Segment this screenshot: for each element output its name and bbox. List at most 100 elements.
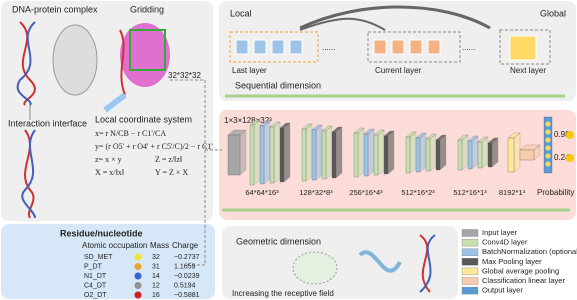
layer-side (378, 130, 384, 175)
charge: −0.2737 (174, 254, 200, 261)
layer-label: Last layer (232, 66, 267, 75)
legend-label: Max Pooling layer (482, 257, 542, 266)
receptive-field (293, 252, 337, 284)
legend-swatch (462, 268, 478, 275)
legend-swatch (462, 258, 478, 265)
equation: y= (r O5' + r O4' + r C5'/C)/2 − r C1' (95, 142, 213, 151)
layer-side (388, 131, 394, 174)
layer (508, 138, 514, 172)
legend-label: Global average pooling (482, 266, 559, 275)
cube (254, 40, 266, 54)
layer-side (430, 134, 436, 171)
layer (488, 143, 492, 167)
column-header: Charge (172, 241, 199, 250)
atom-ball (135, 254, 142, 261)
atom-name: O2_DT (84, 292, 107, 299)
layer-shape: 64*64*16³ (245, 188, 279, 197)
legend-swatch (462, 230, 478, 237)
layer-side (336, 127, 342, 178)
charge: −0.5881 (174, 292, 200, 299)
global-label: Global (540, 8, 566, 18)
layer-side (284, 123, 290, 182)
smiley (566, 154, 574, 162)
layer-side (358, 128, 364, 177)
output-node (546, 130, 551, 135)
layer (332, 132, 336, 178)
layer-side (410, 132, 416, 173)
layer (364, 134, 368, 176)
table-title: Residue/nucleotide (60, 228, 143, 238)
local-label: Local (230, 8, 252, 18)
layer (416, 138, 420, 172)
output-node (546, 138, 551, 143)
layer (406, 137, 410, 173)
layer (280, 128, 284, 182)
layer-side (326, 126, 332, 179)
layer-side (440, 135, 446, 170)
legend-label: Input layer (482, 228, 518, 237)
layer-side (274, 122, 280, 183)
layer-side (462, 135, 468, 170)
legend-label: Output layer (482, 286, 523, 295)
geometric-caption: Increasing the receptive field (232, 289, 334, 298)
layer (354, 133, 358, 177)
cube (272, 40, 284, 54)
layer-side (472, 136, 478, 169)
layer (322, 131, 326, 179)
atom-ball (135, 273, 142, 280)
legend-label: BatchNormalization (optional (482, 247, 577, 256)
column-header: Atomic occupation (82, 241, 147, 250)
mass: 12 (152, 282, 160, 289)
layer (426, 139, 430, 171)
equation: X = x/‖x‖ (95, 168, 124, 177)
cube (392, 40, 404, 54)
output-node (546, 122, 551, 127)
smiley (566, 131, 574, 139)
mass: 31 (152, 263, 160, 270)
output-node (546, 154, 551, 159)
layer (520, 150, 534, 160)
ellipsis: ...... (322, 43, 335, 52)
atom-name: P_DT (84, 263, 103, 270)
legend-swatch (462, 287, 478, 294)
sequential-title: Sequential dimension (235, 80, 321, 90)
layer (478, 142, 482, 168)
charge: 0.5194 (174, 282, 196, 289)
column-header: Mass (150, 241, 169, 250)
mass: 14 (152, 273, 160, 280)
layer (458, 140, 462, 170)
mass: 32 (152, 254, 160, 261)
layer (312, 130, 316, 180)
layer (270, 127, 274, 183)
layer-side (514, 133, 520, 172)
legend-swatch (462, 249, 478, 256)
layer (250, 125, 254, 185)
equation: z= x × y (95, 155, 122, 164)
atom-name: SD_MET (84, 254, 113, 261)
layer (468, 141, 472, 169)
grid-size: 32*32*32 (168, 71, 201, 80)
layer-shape: 128*32*8³ (299, 188, 333, 197)
atom-ball (135, 282, 142, 289)
layer-label: Current layer (375, 66, 422, 75)
layer-side (264, 121, 270, 184)
charge: 1.1659 (174, 263, 196, 270)
layer (260, 126, 264, 184)
ellipsis: ...... (462, 43, 475, 52)
layer-label: Next layer (510, 66, 546, 75)
cube (428, 40, 440, 54)
atom-ball (135, 263, 142, 270)
layer-side (316, 125, 322, 180)
layer-shape: 512*16*2³ (401, 188, 435, 197)
layer (436, 140, 440, 170)
cube (236, 40, 248, 54)
legend-swatch (462, 239, 478, 246)
atom-ball (135, 292, 142, 299)
layer-side (240, 130, 246, 175)
legend-label: Conv4D layer (482, 238, 528, 247)
layer (384, 136, 388, 174)
layer-side (254, 120, 260, 185)
cube (290, 40, 302, 54)
layer (228, 135, 240, 175)
layer-shape: 256*16*4³ (349, 188, 383, 197)
